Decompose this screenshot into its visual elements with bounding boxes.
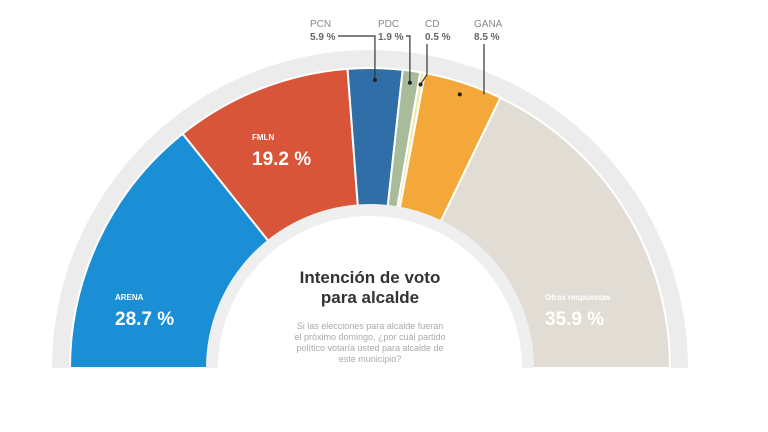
chart-subtitle-line-1: Si las elecciones para alcalde fueran: [297, 321, 444, 331]
slice-name-cd: CD: [425, 19, 439, 30]
slice-name-pdc: PDC: [378, 19, 399, 30]
leader-dot-gana: [457, 92, 462, 97]
leader-line-pdc: [406, 35, 411, 83]
leader-line-cd: [420, 44, 428, 85]
chart-title-line-1: Intención de voto: [300, 268, 441, 287]
chart-subtitle-line-2: el próximo domingo, ¿por cuál partido: [294, 332, 445, 342]
slice-name-gana: GANA: [474, 19, 503, 30]
leader-dot-cd: [418, 82, 423, 87]
slice-value-fmln: 19.2 %: [252, 149, 311, 170]
slice-otras-respuestas: [434, 96, 672, 369]
leader-dot-pcn: [372, 78, 377, 83]
slice-value-arena: 28.7 %: [115, 309, 174, 330]
slice-name-otras-respuestas: Otras respuestas: [545, 293, 611, 302]
slice-value-pdc: 1.9 %: [378, 32, 404, 43]
slice-value-otras-respuestas: 35.9 %: [545, 309, 604, 330]
slice-value-gana: 8.5 %: [474, 32, 500, 43]
slice-name-fmln: FMLN: [252, 133, 274, 142]
leader-line-pcn: [338, 35, 376, 81]
chart-title-line-2: para alcalde: [321, 288, 419, 307]
slice-value-cd: 0.5 %: [425, 32, 451, 43]
chart-subtitle-line-3: político votaría usted para alcalde de: [296, 343, 443, 353]
slice-name-arena: ARENA: [115, 293, 144, 302]
chart-subtitle-line-4: este municipio?: [339, 354, 402, 364]
slice-value-pcn: 5.9 %: [310, 32, 336, 43]
leader-dot-pdc: [407, 80, 412, 85]
slice-name-pcn: PCN: [310, 19, 331, 30]
